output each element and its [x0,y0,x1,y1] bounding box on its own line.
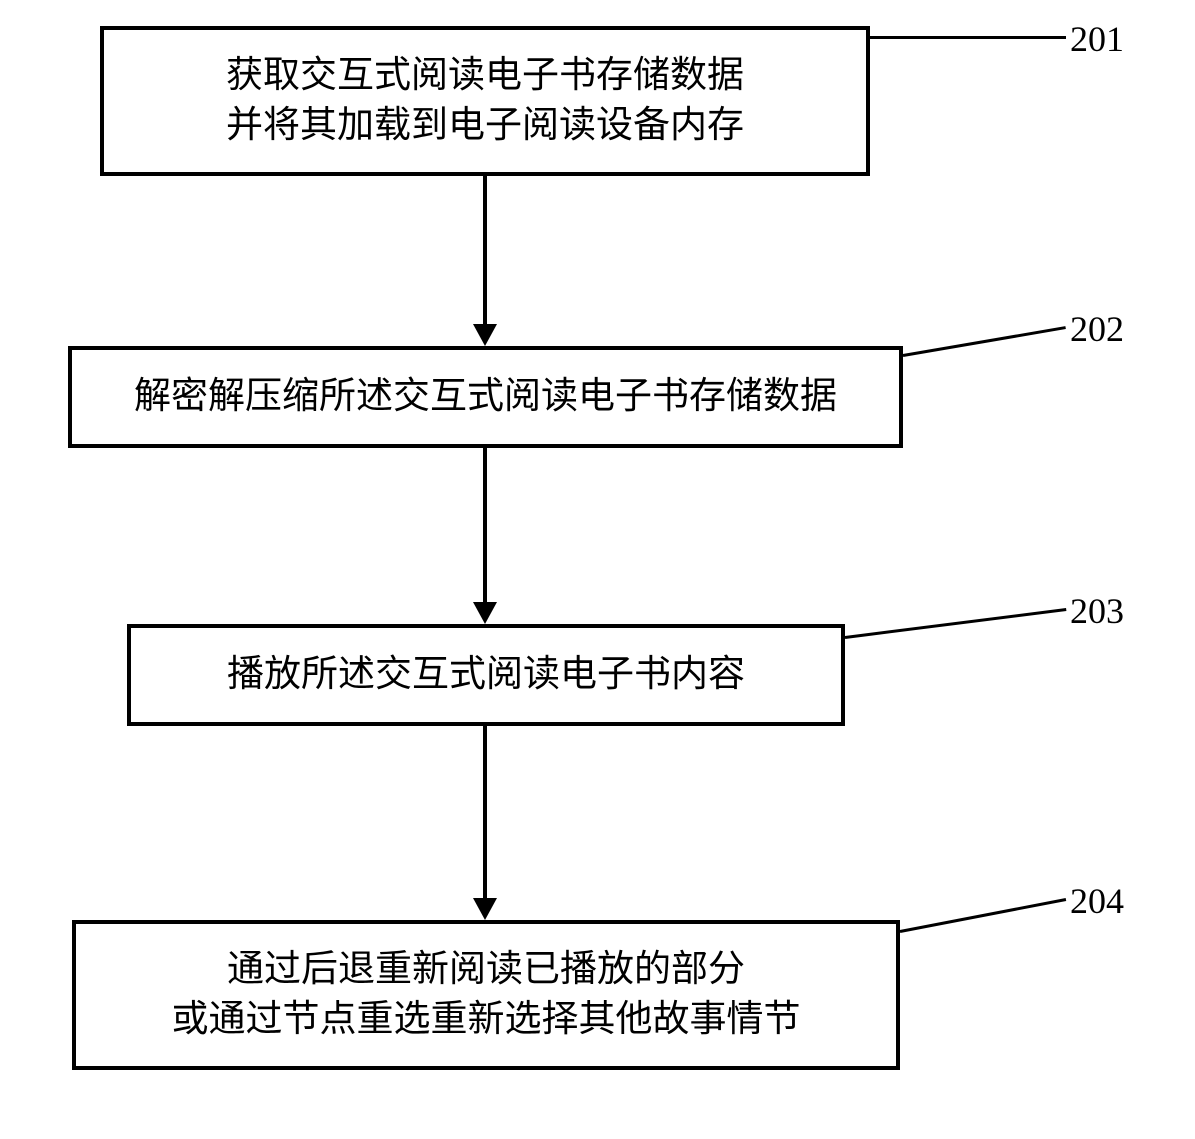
step-text-line: 并将其加载到电子阅读设备内存 [226,101,744,151]
step-text-line: 通过后退重新阅读已播放的部分 [227,945,745,995]
flowchart-canvas: 获取交互式阅读电子书存储数据并将其加载到电子阅读设备内存解密解压缩所述交互式阅读… [0,0,1195,1139]
step-text-line: 获取交互式阅读电子书存储数据 [226,51,744,101]
leader-line [845,608,1066,639]
flow-arrow-line [483,448,487,604]
flowchart-step-step-203: 播放所述交互式阅读电子书内容 [127,624,845,726]
step-number-label: 204 [1070,880,1124,922]
step-text-line: 或通过节点重选重新选择其他故事情节 [172,995,801,1045]
step-text-line: 播放所述交互式阅读电子书内容 [227,650,745,700]
step-text-line: 解密解压缩所述交互式阅读电子书存储数据 [134,372,837,422]
leader-line [900,898,1067,933]
flowchart-step-step-202: 解密解压缩所述交互式阅读电子书存储数据 [68,346,903,448]
flow-arrow-head-icon [473,898,497,920]
step-number-label: 202 [1070,308,1124,350]
flowchart-step-step-201: 获取交互式阅读电子书存储数据并将其加载到电子阅读设备内存 [100,26,870,176]
step-number-label: 203 [1070,590,1124,632]
flow-arrow-head-icon [473,602,497,624]
flow-arrow-head-icon [473,324,497,346]
leader-line [870,36,1066,39]
leader-line [903,326,1066,357]
flowchart-step-step-204: 通过后退重新阅读已播放的部分或通过节点重选重新选择其他故事情节 [72,920,900,1070]
step-number-label: 201 [1070,18,1124,60]
flow-arrow-line [483,176,487,326]
flow-arrow-line [483,726,487,900]
